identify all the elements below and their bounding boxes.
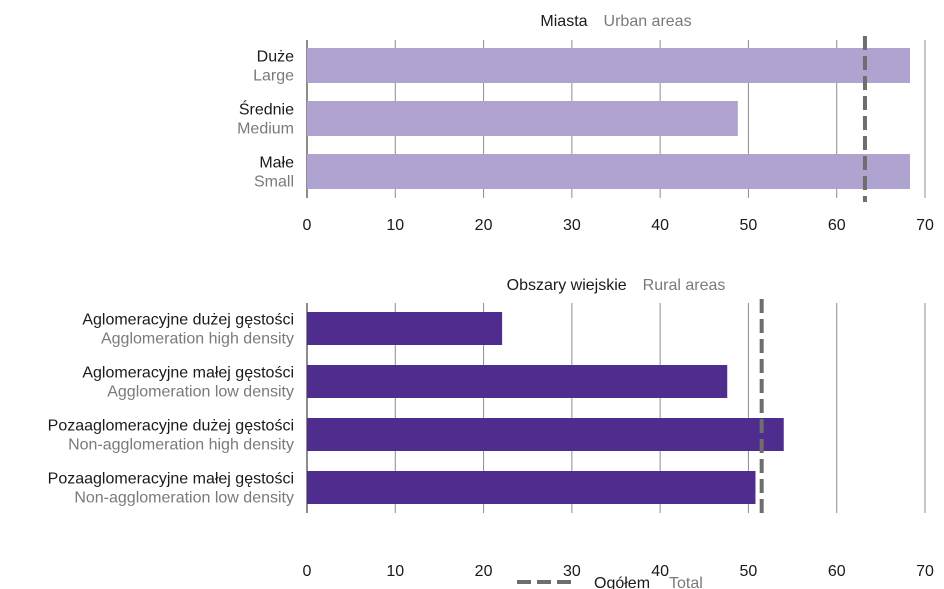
panel-title-pl: Miasta (540, 13, 587, 30)
x-tick-label: 50 (740, 563, 758, 580)
category-label-pl: Aglomeracyjne małej gęstości (82, 365, 294, 382)
x-tick-label: 50 (740, 217, 758, 234)
category-label-en: Medium (237, 121, 294, 138)
bar (307, 418, 784, 451)
x-tick-label: 70 (916, 563, 934, 580)
x-tick-label: 0 (303, 217, 312, 234)
x-tick-label: 60 (828, 563, 846, 580)
bar (307, 312, 503, 345)
category-label-pl: Pozaaglomeracyjne dużej gęstości (48, 418, 294, 435)
category-label-en: Small (254, 174, 294, 191)
bar (307, 365, 728, 398)
panel-title: Obszary wiejskie Rural areas (507, 277, 726, 294)
category-label-en: Agglomeration low density (107, 384, 294, 401)
panel-title-en: Rural areas (643, 277, 726, 294)
x-tick-label: 30 (563, 217, 581, 234)
category-label-en: Large (253, 68, 294, 85)
bar (307, 101, 738, 136)
x-tick-label: 40 (651, 217, 669, 234)
panel-title-en: Urban areas (604, 13, 692, 30)
category-label-pl: Małe (259, 155, 294, 172)
category-label-pl: Aglomeracyjne dużej gęstości (82, 312, 294, 329)
x-tick-label: 20 (475, 563, 493, 580)
chart-panel-2: Obszary wiejskie Rural areas Aglomeracyjn… (48, 277, 934, 580)
x-tick-label: 10 (386, 563, 404, 580)
panel-title-spacer (627, 277, 643, 294)
x-tick-label: 0 (303, 563, 312, 580)
panel-title-pl: Obszary wiejskie (507, 277, 627, 294)
x-tick-label: 70 (916, 217, 934, 234)
panel-title-spacer (588, 13, 604, 30)
legend-label-en: Total (669, 575, 703, 589)
bar (307, 154, 910, 189)
panel-title: Miasta Urban areas (540, 13, 691, 30)
x-tick-label: 40 (651, 563, 669, 580)
x-tick-label: 10 (386, 217, 404, 234)
chart-panel-1: Miasta Urban areas Duże Large Średnie Medium… (237, 13, 934, 234)
category-label-pl: Pozaaglomeracyjne małej gęstości (48, 471, 294, 488)
category-label-en: Agglomeration high density (101, 331, 294, 348)
category-label-pl: Duże (257, 49, 294, 66)
x-tick-label: 20 (475, 217, 493, 234)
category-label-pl: Średnie (239, 100, 294, 119)
legend-label-pl: Ogółem (594, 575, 650, 589)
legend: Ogółem Total (517, 575, 703, 589)
bar (307, 471, 756, 504)
x-tick-label: 60 (828, 217, 846, 234)
category-label-en: Non-agglomeration high density (68, 437, 294, 454)
x-tick-label: 30 (563, 563, 581, 580)
bar (307, 48, 910, 83)
category-label-en: Non-agglomeration low density (74, 490, 294, 507)
